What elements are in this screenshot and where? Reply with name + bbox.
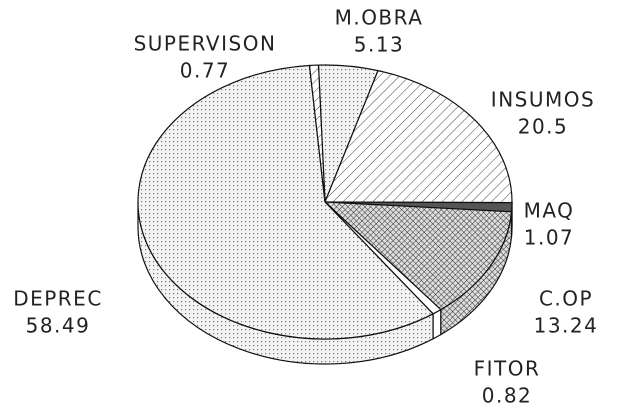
slice-label: MAQ (524, 199, 575, 223)
slice (324, 69, 513, 204)
slice (323, 201, 513, 311)
slice-value: 1.07 (524, 226, 575, 250)
slice-label: SUPERVISON (134, 32, 277, 56)
slice-value: 58.49 (26, 314, 91, 338)
slice-value: 0.77 (180, 59, 231, 83)
slice-value: 13.24 (534, 314, 599, 338)
slice-label: DEPREC (13, 287, 103, 311)
slice-label: FITOR (474, 357, 541, 381)
slice-value: 0.82 (482, 384, 533, 408)
slice-value: 20.5 (518, 115, 569, 139)
slice-label: INSUMOS (491, 88, 595, 112)
slice-value: 5.13 (354, 33, 405, 57)
slice-side (432, 308, 442, 340)
slice-label: M.OBRA (335, 6, 424, 30)
slice-label: C.OP (539, 287, 593, 311)
slice (308, 64, 326, 203)
slice (137, 64, 435, 340)
